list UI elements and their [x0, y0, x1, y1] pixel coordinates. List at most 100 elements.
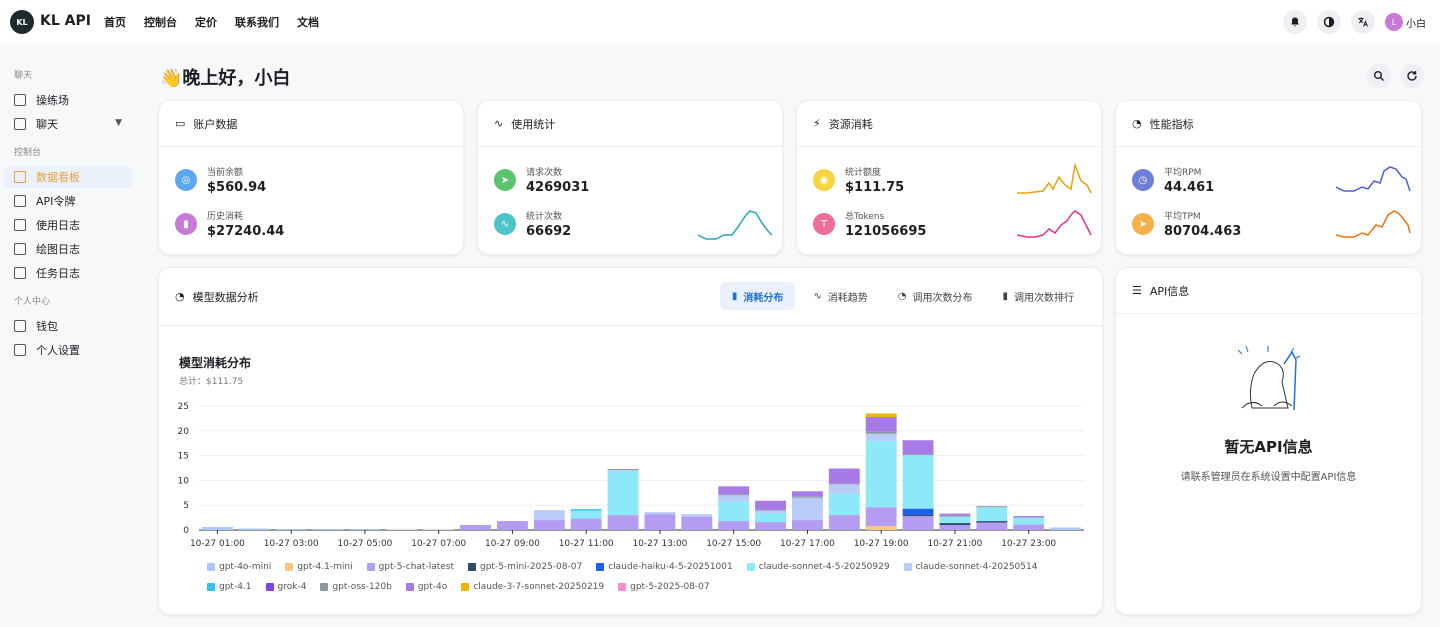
tab-consumption-distribution[interactable]: ▮ 消耗分布 [719, 282, 796, 310]
sidebar-item-chat[interactable]: 聊天 ▼ [4, 113, 132, 135]
bar-segment [718, 521, 750, 530]
gauge-icon: ◔ [1132, 117, 1142, 130]
sidebar-item-settings[interactable]: 个人设置 [4, 339, 132, 361]
sidebar-item-task-log[interactable]: 任务日志 [4, 262, 132, 284]
sidebar-item-wallet[interactable]: 钱包 [4, 315, 132, 337]
legend-item[interactable]: gpt-4o-mini [207, 562, 271, 572]
legend-label: gpt-oss-120b [332, 582, 392, 592]
legend-item[interactable]: claude-sonnet-4-20250514 [903, 562, 1038, 572]
coin-icon: ◉ [813, 169, 835, 191]
tab-label: 调用次数分布 [912, 292, 973, 304]
stat-value: 80704.463 [1164, 224, 1242, 239]
card-title: 性能指标 [1149, 117, 1194, 131]
bar-segment [718, 486, 750, 495]
bar-segment [755, 500, 786, 510]
legend-item[interactable]: claude-3-7-sonnet-20250219 [461, 582, 604, 592]
sidebar-item-playground[interactable]: 操练场 [4, 89, 132, 111]
card-header: ∿ 使用统计 [478, 101, 782, 147]
bar-segment [902, 508, 934, 515]
bar-segment [755, 522, 786, 530]
top-bar: KL KL API 首页 控制台 定价 联系我们 文档 L 小白 [0, 0, 1440, 44]
chevron-down-icon[interactable]: ▼ [115, 118, 122, 128]
model-analysis-card: ◔ 模型数据分析 ▮ 消耗分布 ∿ 消耗趋势 ◔ 调用次数分布 ▮ 调用次数排行 模型消耗… [158, 267, 1103, 615]
legend-item[interactable]: claude-sonnet-4-5-20250929 [746, 562, 890, 572]
coin-icon: ◎ [175, 169, 197, 191]
brand-name[interactable]: KL API [40, 13, 91, 29]
bar-segment [902, 514, 934, 517]
empty-state-illustration [1237, 345, 1301, 411]
legend-label: gpt-5-mini-2025-08-07 [480, 562, 583, 572]
tab-consumption-trend[interactable]: ∿ 消耗趋势 [801, 282, 879, 310]
card-title: 资源消耗 [828, 117, 873, 131]
sidebar-item-label: 个人设置 [36, 344, 80, 357]
x-tick-label: 10-27 13:00 [632, 539, 687, 549]
legend-item[interactable]: gpt-4o [405, 582, 447, 592]
tab-call-distribution[interactable]: ◔ 调用次数分布 [886, 282, 985, 310]
stat-history: ▮ 历史消耗 $27240.44 [175, 209, 284, 239]
sidebar-item-dashboard[interactable]: 数据看板 [4, 166, 132, 188]
bar-segment [792, 497, 823, 521]
legend-item[interactable]: grok-4 [265, 582, 306, 592]
nav-docs[interactable]: 文档 [297, 16, 319, 29]
sidebar-item-api-token[interactable]: API令牌 [4, 190, 132, 212]
stat-balance: ◎ 当前余额 $560.94 [175, 165, 266, 195]
nav-home[interactable]: 首页 [104, 16, 126, 29]
chart-tabs: ▮ 消耗分布 ∿ 消耗趋势 ◔ 调用次数分布 ▮ 调用次数排行 [719, 282, 1086, 310]
theme-toggle-icon[interactable] [1317, 10, 1341, 34]
y-tick-label: 20 [178, 427, 190, 437]
user-icon [14, 344, 26, 356]
x-tick-label: 10-27 01:00 [190, 539, 245, 549]
legend-item[interactable]: gpt-5-chat-latest [366, 562, 454, 572]
bar-segment [607, 468, 639, 470]
wallet-icon: ▭ [175, 117, 186, 130]
avatar: L [1385, 13, 1403, 31]
legend-item[interactable]: gpt-5-mini-2025-08-07 [468, 562, 582, 572]
legend-item[interactable]: claude-haiku-4-5-20251001 [596, 562, 733, 572]
nav-pricing[interactable]: 定价 [195, 16, 217, 29]
user-menu[interactable]: L 小白 [1385, 13, 1426, 31]
tab-call-ranking[interactable]: ▮ 调用次数排行 [990, 282, 1086, 310]
legend-item[interactable]: gpt-5-2025-08-07 [618, 582, 710, 592]
bar-segment [460, 525, 491, 530]
search-icon[interactable] [1367, 64, 1391, 88]
sidebar-section-console: 控制台 [14, 148, 42, 158]
nav-contact[interactable]: 联系我们 [235, 16, 279, 29]
pie-chart-icon: ◔ [175, 290, 185, 303]
x-tick-label: 10-27 07:00 [411, 539, 466, 549]
x-tick-label: 10-27 23:00 [1001, 539, 1056, 549]
notification-bell-icon[interactable] [1283, 10, 1307, 34]
image-icon [14, 243, 26, 255]
user-name: 小白 [1406, 18, 1426, 30]
logo-icon[interactable]: KL [10, 10, 34, 34]
legend-item[interactable]: gpt-4.1 [207, 582, 252, 592]
sidebar-item-label: 数据看板 [36, 171, 80, 184]
legend-item[interactable]: gpt-oss-120b [320, 582, 392, 592]
legend-item[interactable]: gpt-4.1-mini [285, 562, 353, 572]
bar-segment [792, 520, 823, 530]
bar-segment [865, 416, 897, 432]
usage-card: ∿ 使用统计 ➤ 请求次数 4269031 ∿ 统计次数 66692 [477, 100, 783, 255]
stat-label: 历史消耗 [207, 212, 244, 222]
bar-segment [828, 484, 860, 494]
bar-segment [939, 523, 971, 526]
legend-swatch [405, 583, 414, 591]
y-tick-label: 10 [178, 476, 190, 486]
bar-segment [865, 431, 897, 434]
refresh-icon[interactable] [1400, 64, 1424, 88]
sidebar-item-usage-log[interactable]: 使用日志 [4, 214, 132, 236]
bar-segment [533, 510, 565, 521]
text-icon: T [813, 213, 835, 235]
card-header: ☰ API信息 [1116, 268, 1421, 314]
language-icon[interactable] [1351, 10, 1375, 34]
sidebar-item-draw-log[interactable]: 绘图日志 [4, 238, 132, 260]
x-tick-label: 10-27 05:00 [337, 539, 392, 549]
stat-value: 66692 [526, 224, 572, 239]
stat-label: 当前余额 [207, 168, 244, 178]
legend-swatch [207, 583, 215, 591]
bar-segment [828, 515, 860, 530]
bar-segment [1050, 527, 1081, 530]
bar-segment [939, 525, 971, 530]
nav-console[interactable]: 控制台 [144, 16, 177, 29]
bar-segment [718, 501, 750, 522]
legend-label: claude-sonnet-4-20250514 [915, 562, 1038, 572]
